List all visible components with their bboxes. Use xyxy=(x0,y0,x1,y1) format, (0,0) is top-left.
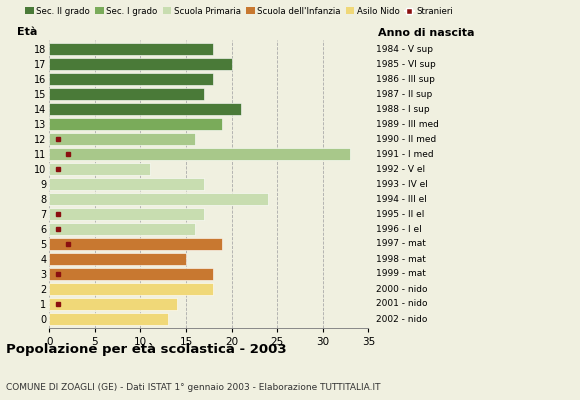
Bar xyxy=(49,133,195,145)
Bar xyxy=(49,283,213,295)
Text: 1995 - II el: 1995 - II el xyxy=(376,210,425,218)
Bar xyxy=(49,208,204,220)
Text: COMUNE DI ZOAGLI (GE) - Dati ISTAT 1° gennaio 2003 - Elaborazione TUTTITALIA.IT: COMUNE DI ZOAGLI (GE) - Dati ISTAT 1° ge… xyxy=(6,383,380,392)
Bar xyxy=(49,43,213,55)
Text: 1987 - II sup: 1987 - II sup xyxy=(376,90,432,98)
Text: 1993 - IV el: 1993 - IV el xyxy=(376,180,428,188)
Bar xyxy=(49,223,195,235)
Bar xyxy=(49,238,223,250)
Bar xyxy=(49,178,204,190)
Bar xyxy=(49,193,268,205)
Text: 1984 - V sup: 1984 - V sup xyxy=(376,44,433,54)
Legend: Sec. II grado, Sec. I grado, Scuola Primaria, Scuola dell'Infanzia, Asilo Nido, : Sec. II grado, Sec. I grado, Scuola Prim… xyxy=(25,7,453,16)
Text: 1989 - III med: 1989 - III med xyxy=(376,120,439,128)
Text: 1988 - I sup: 1988 - I sup xyxy=(376,104,430,114)
Bar xyxy=(49,313,168,325)
Text: 1986 - III sup: 1986 - III sup xyxy=(376,74,435,84)
Text: 1985 - VI sup: 1985 - VI sup xyxy=(376,60,436,68)
Text: 2000 - nido: 2000 - nido xyxy=(376,284,427,294)
Text: 1997 - mat: 1997 - mat xyxy=(376,240,426,248)
Text: 1996 - I el: 1996 - I el xyxy=(376,224,422,234)
Text: 2001 - nido: 2001 - nido xyxy=(376,300,427,308)
Text: Anno di nascita: Anno di nascita xyxy=(378,28,474,38)
Text: 2002 - nido: 2002 - nido xyxy=(376,314,427,324)
Bar xyxy=(49,163,150,175)
Bar xyxy=(49,268,213,280)
Text: 1991 - I med: 1991 - I med xyxy=(376,150,434,158)
Bar xyxy=(49,148,350,160)
Bar xyxy=(49,118,223,130)
Bar xyxy=(49,298,177,310)
Text: 1992 - V el: 1992 - V el xyxy=(376,164,425,174)
Text: Età: Età xyxy=(17,27,38,37)
Text: 1999 - mat: 1999 - mat xyxy=(376,270,426,278)
Bar xyxy=(49,88,204,100)
Text: Popolazione per età scolastica - 2003: Popolazione per età scolastica - 2003 xyxy=(6,343,287,356)
Bar xyxy=(49,253,186,265)
Bar xyxy=(49,103,241,115)
Bar xyxy=(49,73,213,85)
Text: 1994 - III el: 1994 - III el xyxy=(376,194,427,204)
Bar xyxy=(49,58,231,70)
Text: 1990 - II med: 1990 - II med xyxy=(376,134,436,144)
Text: 1998 - mat: 1998 - mat xyxy=(376,254,426,264)
